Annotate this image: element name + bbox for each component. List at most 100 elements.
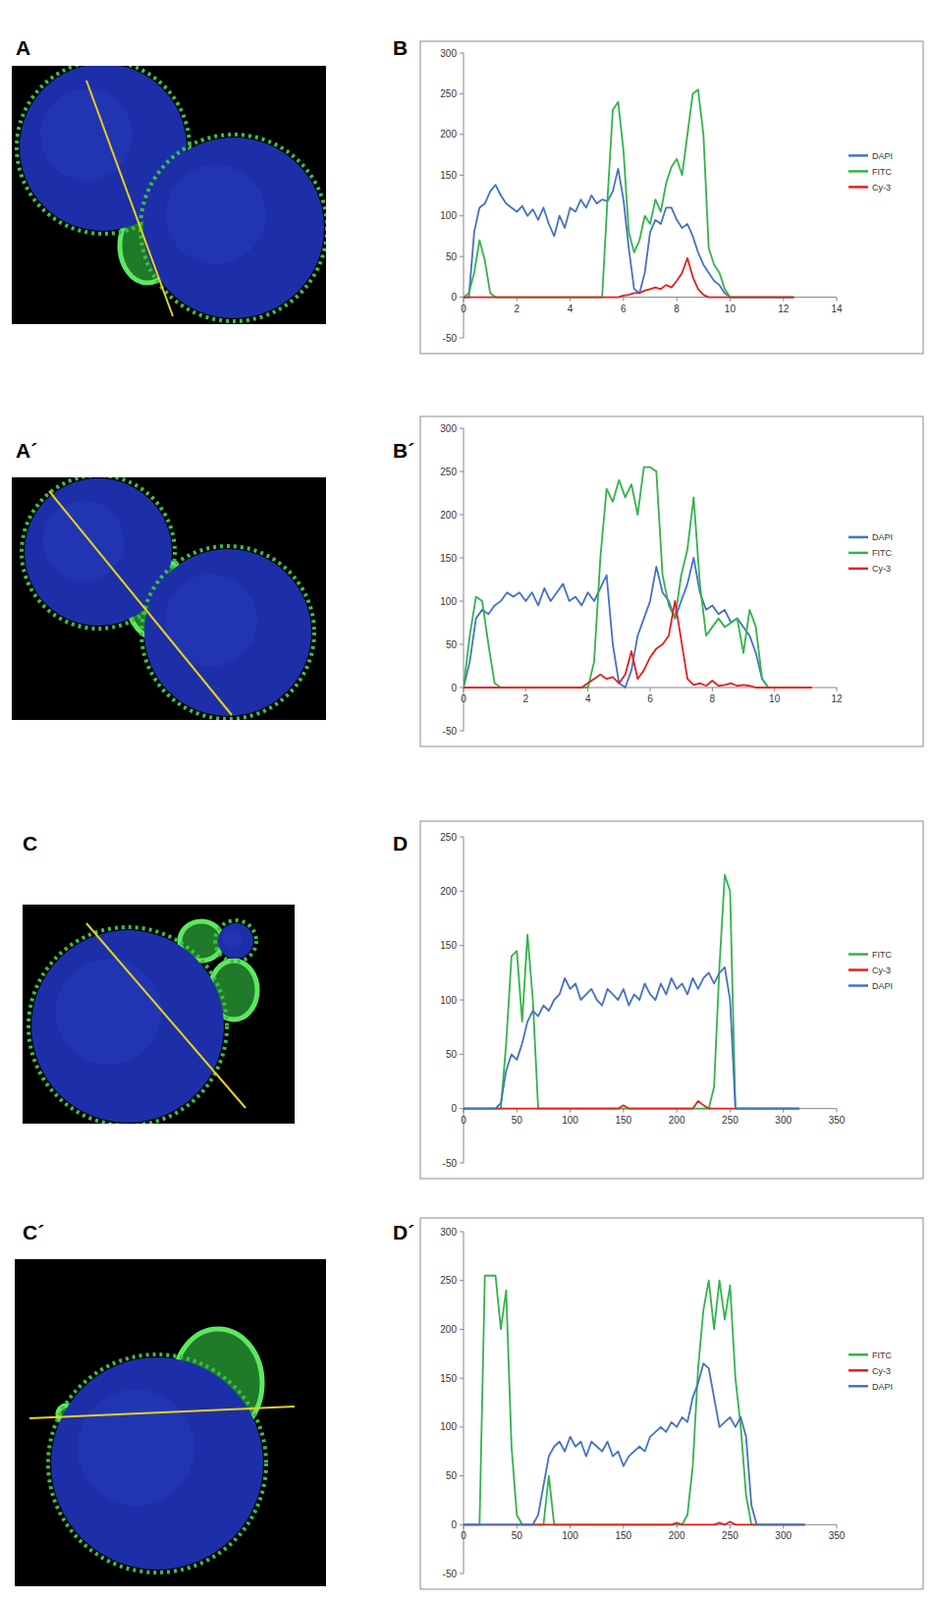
chart-frame bbox=[420, 416, 924, 747]
profile-line bbox=[49, 491, 232, 715]
cell-rim bbox=[141, 546, 315, 719]
panel-letter: B´ bbox=[392, 438, 415, 462]
x-tick bbox=[622, 297, 624, 302]
figure: ABA´B´CDC´D´-500501001502002503000246810… bbox=[0, 0, 930, 1600]
y-tick bbox=[459, 53, 464, 55]
y-tick-label: 150 bbox=[439, 169, 457, 181]
legend-swatch bbox=[848, 185, 869, 189]
legend-swatch bbox=[848, 551, 869, 555]
x-tick-label: 350 bbox=[828, 1530, 846, 1541]
cell-rim bbox=[215, 920, 257, 962]
x-tick bbox=[836, 1108, 838, 1113]
image-background bbox=[14, 1258, 327, 1587]
legend-label: FITC bbox=[872, 547, 892, 558]
y-tick bbox=[459, 644, 464, 646]
y-tick-label: -50 bbox=[442, 332, 458, 344]
x-tick-label: 14 bbox=[830, 303, 843, 315]
legend: DAPIFITCCy-3 bbox=[848, 151, 893, 193]
x-tick bbox=[729, 1524, 731, 1529]
cell-rim bbox=[48, 1354, 267, 1573]
nucleus-texture bbox=[165, 164, 266, 265]
y-tick bbox=[459, 944, 464, 946]
nucleus bbox=[218, 923, 254, 959]
legend-label: DAPI bbox=[872, 1381, 893, 1392]
series-line bbox=[463, 89, 795, 297]
y-tick-label: 250 bbox=[439, 88, 457, 100]
y-tick-label: 100 bbox=[439, 1421, 457, 1432]
legend-label: Cy-3 bbox=[872, 965, 891, 976]
legend-swatch bbox=[848, 1353, 869, 1357]
nucleus-texture bbox=[222, 928, 243, 948]
x-tick-label: 100 bbox=[561, 1114, 579, 1126]
x-tick-label: 0 bbox=[460, 1114, 467, 1126]
legend-swatch bbox=[848, 984, 869, 987]
panel-letter: B bbox=[392, 36, 408, 59]
x-tick-label: 2 bbox=[523, 693, 530, 705]
image-background bbox=[22, 904, 295, 1124]
nucleus bbox=[143, 137, 325, 319]
legend-swatch bbox=[848, 169, 869, 173]
x-tick bbox=[836, 1524, 838, 1529]
legend-label: Cy-3 bbox=[872, 1366, 891, 1376]
y-tick-label: -50 bbox=[442, 1568, 458, 1580]
x-tick-label: 8 bbox=[673, 303, 680, 315]
x-tick bbox=[676, 297, 678, 302]
cell-rim bbox=[28, 927, 227, 1124]
panel-letter: A´ bbox=[15, 438, 38, 462]
x-tick-label: 0 bbox=[460, 1530, 467, 1541]
y-tick bbox=[459, 514, 464, 516]
line-chart: -5005010015020025030002468101214DAPIFITC… bbox=[420, 41, 924, 354]
nucleus-texture bbox=[164, 574, 258, 667]
y-tick-label: 50 bbox=[445, 639, 458, 651]
chart-frame bbox=[420, 41, 924, 354]
series-group bbox=[463, 89, 795, 297]
y-tick-label: 150 bbox=[439, 1372, 457, 1384]
image-content bbox=[28, 920, 258, 1124]
y-tick-label: 0 bbox=[450, 291, 457, 303]
x-tick-label: 0 bbox=[460, 303, 467, 315]
x-tick-label: 12 bbox=[830, 693, 843, 705]
x-tick-label: 300 bbox=[774, 1530, 792, 1541]
series-line bbox=[463, 1363, 805, 1525]
micrograph bbox=[11, 60, 328, 325]
series-line bbox=[463, 467, 813, 688]
cell-rim bbox=[140, 134, 327, 322]
x-tick bbox=[650, 687, 652, 692]
y-tick-label: 200 bbox=[439, 1323, 457, 1335]
legend-swatch bbox=[848, 1368, 869, 1372]
y-tick-label: 150 bbox=[439, 939, 457, 951]
series-line bbox=[463, 557, 813, 688]
legend: FITCCy-3DAPI bbox=[848, 1350, 893, 1392]
y-tick bbox=[459, 1377, 464, 1379]
y-tick bbox=[459, 1053, 464, 1055]
x-tick bbox=[836, 297, 838, 302]
series-line bbox=[463, 1100, 800, 1109]
legend-label: DAPI bbox=[872, 981, 893, 991]
line-chart: -50050100150200250050100150200250300350F… bbox=[420, 820, 924, 1179]
legend-label: DAPI bbox=[872, 151, 893, 162]
y-tick bbox=[459, 296, 464, 298]
y-tick-label: 50 bbox=[445, 1048, 458, 1060]
y-tick-label: 250 bbox=[439, 466, 457, 478]
y-tick bbox=[459, 133, 464, 135]
y-tick-label: 300 bbox=[439, 48, 457, 59]
y-tick-label: 0 bbox=[450, 1102, 457, 1114]
y-tick-label: 100 bbox=[439, 210, 457, 221]
y-tick bbox=[459, 557, 464, 559]
nucleus-texture bbox=[55, 958, 163, 1065]
series-group bbox=[463, 467, 813, 688]
image-background bbox=[11, 477, 327, 720]
legend-label: FITC bbox=[872, 166, 892, 177]
x-tick-label: 12 bbox=[777, 303, 790, 315]
y-tick bbox=[459, 1425, 464, 1427]
y-tick bbox=[459, 1162, 464, 1164]
panel-letter: C´ bbox=[22, 1220, 45, 1244]
x-tick-label: 250 bbox=[721, 1530, 739, 1541]
x-tick-label: 2 bbox=[514, 303, 521, 315]
legend-swatch bbox=[848, 968, 869, 972]
panel-letter: A bbox=[15, 36, 31, 59]
legend-label: Cy-3 bbox=[872, 563, 891, 574]
y-tick-label: 250 bbox=[439, 1274, 457, 1286]
x-tick-label: 10 bbox=[724, 303, 737, 315]
x-tick-label: 150 bbox=[615, 1114, 633, 1126]
